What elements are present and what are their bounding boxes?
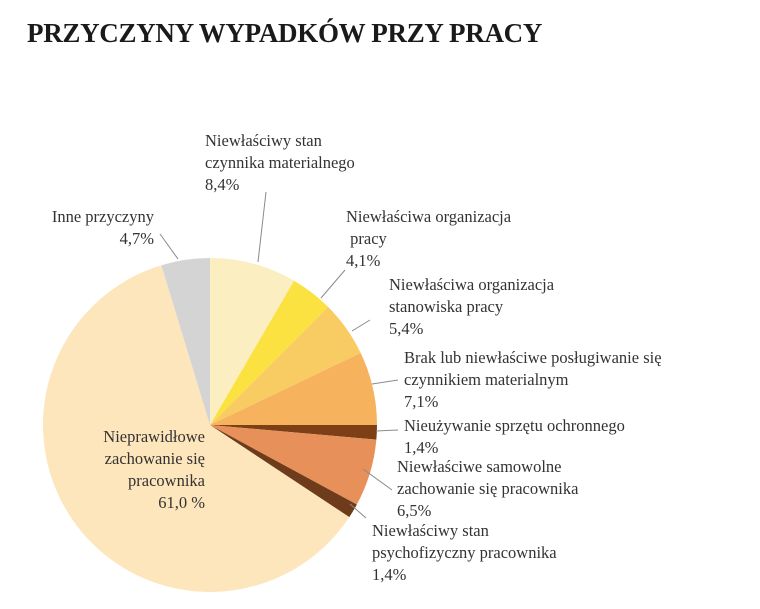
slice-label-line: Niewłaściwy stan [205,131,322,150]
slice-label-line: 6,5% [397,501,432,520]
slice-label-line: 8,4% [205,175,240,194]
slice-label-7: Niewłaściwy stan psychofizyczny pracownik… [372,520,557,586]
chart-title: PRZYCZYNY WYPADKÓW PRZY PRACY [27,18,543,48]
slice-label-4: Brak lub niewłaściwe posługiwanie się czy… [404,347,662,413]
slice-label-line: zachowanie się pracownika [397,479,579,498]
leader-line-5 [375,429,399,432]
slice-label-2: Niewłaściwa organizacja pracy 4,1% [346,206,511,272]
pie-slice-8 [42,265,350,593]
slice-label-1: Niewłaściwy stan czynnika materialnego 8,4… [205,130,355,196]
leader-line-1 [257,191,267,263]
slice-label-5: Nieużywanie sprzętu ochronnego 1,4% [404,415,625,459]
leader-line-4 [371,379,399,385]
slice-label-line: 61,0 % [158,493,205,512]
slice-label-line: Niewłaściwa organizacja [346,207,512,226]
slice-label-line: Nieprawidłowe [103,427,205,446]
slice-label-6: Niewłaściwe samowolne zachowanie się prac… [397,456,578,522]
slice-label-8: Nieprawidłowe zachowanie się pracownika 61,… [45,426,205,514]
slice-label-line: 4,7% [119,229,154,248]
slice-label-line: pracownika [128,471,205,490]
leader-line-7 [349,503,367,519]
pie-slice-2 [210,280,329,425]
leader-line-2 [320,269,346,299]
pie-slice-6 [210,425,377,505]
pie-slice-1 [210,258,295,425]
pie-slice-4 [210,352,377,425]
slice-label-line: Nieużywanie sprzętu ochronnego [404,416,625,435]
slice-label-line: Niewłaściwy stan [372,521,489,540]
slice-label-line: psychofizyczny pracownika [372,543,557,562]
pie-slices [42,258,377,593]
leader-line-6 [362,468,393,491]
slice-label-line: 1,4% [372,565,407,584]
slice-label-line: czynnika materialnego [205,153,355,172]
slice-label-3: Niewłaściwa organizacja stanowiska pracy 5… [389,274,554,340]
leader-line-3 [351,319,371,332]
slice-label-line: czynnikiem materialnym [404,370,569,389]
slice-label-line: 7,1% [404,392,439,411]
slice-label-line: 4,1% [346,251,381,270]
slice-label-line: pracy [346,229,387,248]
slice-label-line: 5,4% [389,319,424,338]
slice-label-line: Inne przyczyny [51,207,154,226]
slice-label-9: Inne przyczyny 4,7% [30,206,154,250]
leader-lines [159,191,399,519]
slice-label-line: zachowanie się [104,449,205,468]
slice-label-line: Brak lub niewłaściwe posługiwanie się [404,348,662,367]
pie-slice-5 [210,425,377,440]
pie-slice-9 [161,258,210,425]
leader-line-9 [159,233,179,260]
slice-label-line: 1,4% [404,438,439,457]
slice-label-line: stanowiska pracy [389,297,504,316]
pie-slice-3 [210,306,361,425]
pie-slice-7 [210,425,357,518]
slice-label-line: Niewłaściwa organizacja [389,275,555,294]
slice-label-line: Niewłaściwe samowolne [397,457,562,476]
